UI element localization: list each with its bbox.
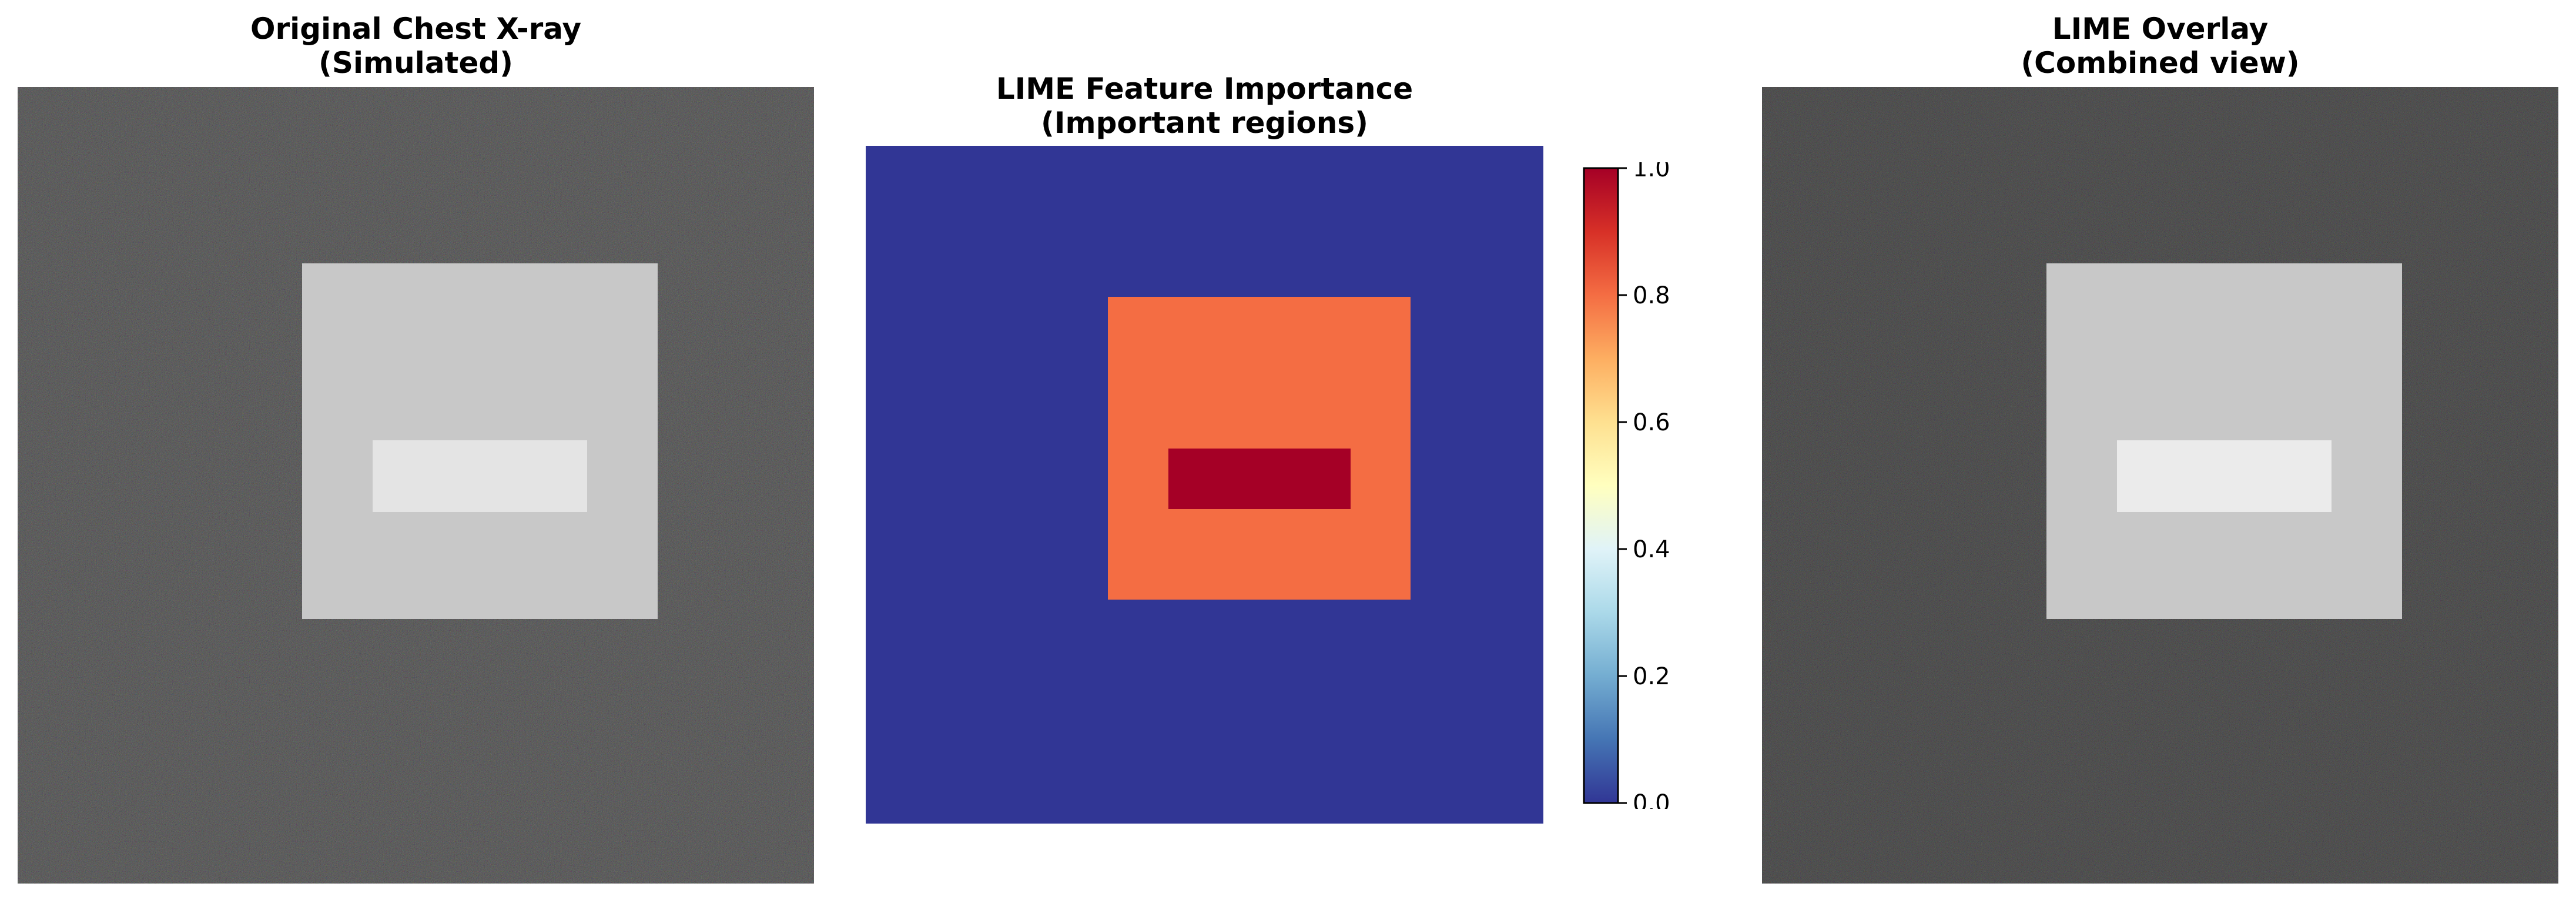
panel-title-overlay: LIME Overlay (Combined view) (1762, 12, 2558, 80)
heatmap-cell-outer-square (1108, 297, 1411, 600)
colorbar-tick-label: 1.0 (1633, 162, 1670, 182)
lime-overlay-image (1762, 87, 2558, 884)
panel-title-original: Original Chest X-ray (Simulated) (18, 12, 814, 80)
colorbar-tick-label: 0.6 (1633, 409, 1670, 436)
title-line-2: (Important regions) (1041, 106, 1368, 140)
original-xray-image (18, 87, 814, 884)
title-line-1: LIME Overlay (2052, 12, 2269, 46)
title-line-1: LIME Feature Importance (996, 72, 1413, 106)
inner-rectangle (2117, 440, 2332, 512)
colorbar-gradient (1583, 167, 1619, 804)
lime-heatmap (866, 146, 1543, 824)
inner-rectangle (373, 440, 587, 512)
title-line-2: (Combined view) (2021, 46, 2300, 80)
colorbar-tick-label: 0.4 (1633, 536, 1670, 563)
colorbar-tick-label: 0.8 (1633, 282, 1670, 309)
colorbar: 0.0 0.2 0.4 0.6 0.8 1.0 (1581, 155, 1699, 817)
colorbar-tick-label: 0.0 (1633, 790, 1670, 809)
title-line-2: (Simulated) (318, 46, 514, 80)
colorbar-tick-label: 0.2 (1633, 663, 1670, 690)
heatmap-cell-inner-rectangle (1168, 449, 1351, 509)
colorbar-ticks: 0.0 0.2 0.4 0.6 0.8 1.0 (1618, 155, 1670, 817)
title-line-1: Original Chest X-ray (250, 12, 582, 46)
panel-title-lime-importance: LIME Feature Importance (Important regio… (866, 72, 1543, 140)
